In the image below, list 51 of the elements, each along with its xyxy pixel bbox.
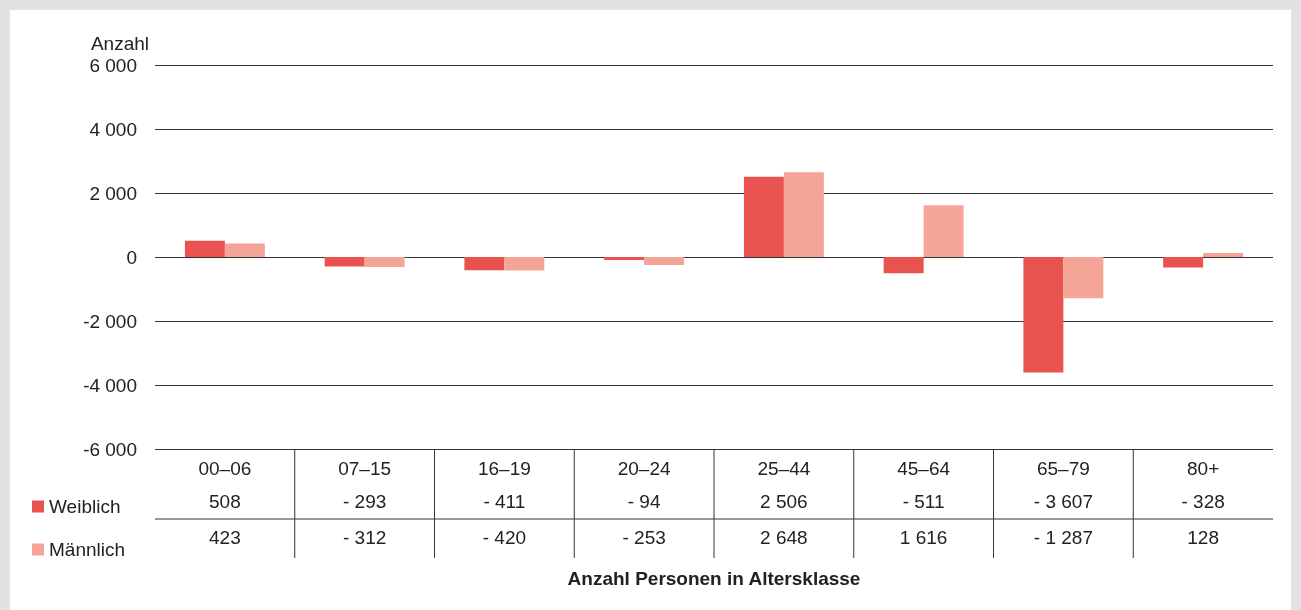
data-label: - 411 [483, 490, 526, 512]
y-axis-title: Anzahl [90, 33, 149, 54]
data-label: 508 [209, 490, 241, 512]
data-label: - 94 [627, 490, 661, 512]
data-label: - 3 607 [1033, 490, 1093, 512]
data-label: 423 [209, 526, 241, 548]
data-label: 1 616 [899, 526, 948, 548]
bar [464, 257, 505, 271]
bar [1023, 257, 1064, 373]
bar [644, 257, 685, 266]
bar [224, 243, 265, 257]
x-tick-label: 45–64 [897, 458, 951, 479]
bar [604, 257, 645, 261]
bar [1203, 252, 1244, 257]
x-tick-label: 80+ [1187, 458, 1220, 479]
bar [1163, 257, 1204, 268]
legend-label: Männlich [49, 539, 126, 560]
data-label: - 328 [1181, 490, 1225, 512]
y-tick-label: -4 000 [83, 374, 137, 396]
data-label: 2 506 [760, 490, 808, 512]
y-tick-label: 0 [126, 246, 137, 268]
x-axis-title: Anzahl Personen in Altersklasse [567, 568, 861, 589]
x-tick-label: 07–15 [338, 458, 392, 479]
bar [504, 257, 545, 271]
x-tick-label: 25–44 [757, 458, 811, 479]
bar [883, 257, 924, 274]
legend-label: Weiblich [49, 496, 121, 517]
x-tick-label: 00–06 [198, 458, 252, 479]
bar [743, 176, 784, 257]
y-tick-label: -6 000 [83, 438, 137, 460]
data-label: - 293 [342, 490, 387, 512]
y-tick-label: 4 000 [89, 118, 137, 140]
data-label: - 420 [482, 526, 527, 548]
bar [364, 257, 405, 267]
data-label: - 253 [622, 526, 666, 548]
bar [184, 240, 225, 257]
bar [1063, 257, 1104, 299]
data-label: 2 648 [760, 526, 808, 548]
y-tick-label: 6 000 [89, 54, 137, 76]
x-tick-label: 65–79 [1036, 458, 1090, 479]
data-label: - 312 [342, 526, 387, 548]
bar [783, 172, 824, 257]
data-label: 128 [1187, 526, 1219, 548]
y-tick-label: -2 000 [83, 310, 137, 332]
y-tick-label: 2 000 [89, 182, 137, 204]
data-label: - 511 [902, 490, 945, 512]
x-tick-label: 16–19 [477, 458, 531, 479]
data-label: - 1 287 [1033, 526, 1093, 548]
bar [923, 205, 964, 257]
bar [324, 257, 365, 267]
x-tick-label: 20–24 [617, 458, 671, 479]
